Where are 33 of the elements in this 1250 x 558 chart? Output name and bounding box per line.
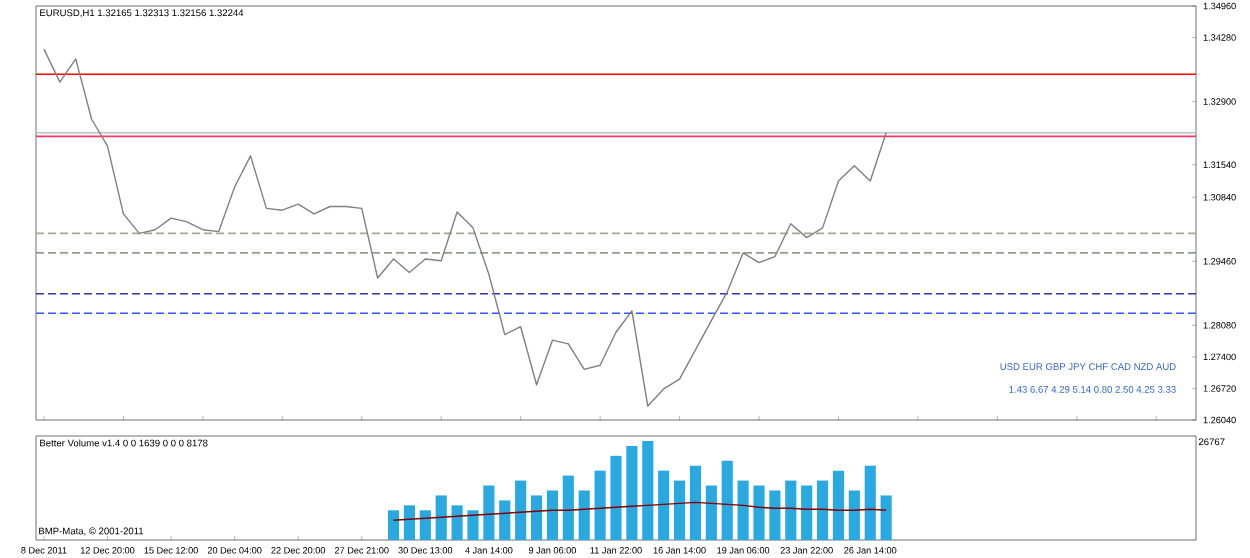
bar: [594, 470, 606, 540]
bar: [737, 480, 749, 540]
bar: [451, 505, 463, 540]
bar: [832, 470, 845, 540]
bar: [689, 465, 702, 540]
bar: [864, 465, 876, 540]
bar: [562, 475, 574, 540]
bar: [769, 490, 781, 540]
bar: [467, 510, 479, 540]
bar: [785, 480, 797, 540]
bar: [642, 440, 654, 540]
bar: [721, 460, 733, 540]
bar: [435, 495, 447, 540]
bar: [674, 480, 686, 540]
line-series: [43, 48, 887, 407]
bar: [530, 495, 543, 540]
bar: [499, 500, 511, 540]
bar: [578, 490, 590, 540]
bar: [880, 495, 892, 540]
bar: [546, 490, 558, 540]
bar: [848, 490, 860, 540]
bar: [610, 455, 622, 540]
bar: [419, 510, 431, 540]
bar: [817, 480, 829, 540]
bar: [403, 505, 415, 540]
bar: [387, 510, 400, 540]
bar: [753, 485, 765, 540]
bar: [626, 445, 638, 540]
bar: [483, 485, 495, 540]
bar: [515, 480, 527, 540]
bar: [705, 485, 717, 540]
bar: [658, 470, 670, 540]
bar: [801, 485, 813, 540]
